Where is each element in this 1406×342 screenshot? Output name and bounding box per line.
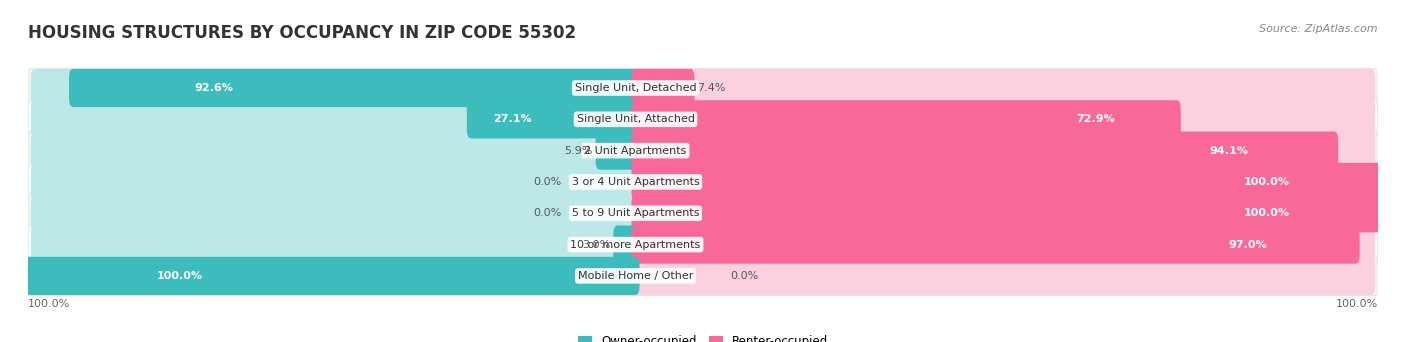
FancyBboxPatch shape [631,69,695,107]
FancyBboxPatch shape [31,257,640,295]
Text: 100.0%: 100.0% [1243,208,1289,218]
FancyBboxPatch shape [631,225,1360,264]
FancyBboxPatch shape [31,225,640,264]
Text: Single Unit, Attached: Single Unit, Attached [576,114,695,124]
Text: 72.9%: 72.9% [1076,114,1115,124]
FancyBboxPatch shape [28,100,1378,139]
FancyBboxPatch shape [631,69,1375,107]
FancyBboxPatch shape [31,69,640,107]
FancyBboxPatch shape [31,194,640,232]
Text: HOUSING STRUCTURES BY OCCUPANCY IN ZIP CODE 55302: HOUSING STRUCTURES BY OCCUPANCY IN ZIP C… [28,24,576,42]
Legend: Owner-occupied, Renter-occupied: Owner-occupied, Renter-occupied [572,330,834,342]
FancyBboxPatch shape [631,194,1382,232]
FancyBboxPatch shape [24,257,640,295]
Text: 100.0%: 100.0% [1336,299,1378,310]
Text: 7.4%: 7.4% [697,83,725,93]
FancyBboxPatch shape [28,256,1378,295]
FancyBboxPatch shape [28,68,1378,108]
FancyBboxPatch shape [31,100,640,139]
Text: 94.1%: 94.1% [1209,146,1249,156]
FancyBboxPatch shape [631,132,1339,170]
FancyBboxPatch shape [631,163,1375,201]
FancyBboxPatch shape [28,225,1378,264]
Text: 0.0%: 0.0% [533,208,561,218]
FancyBboxPatch shape [31,163,640,201]
FancyBboxPatch shape [31,132,640,170]
FancyBboxPatch shape [28,162,1378,202]
Text: 100.0%: 100.0% [1243,177,1289,187]
Text: 27.1%: 27.1% [492,114,531,124]
Text: 3.0%: 3.0% [582,240,610,250]
Text: 100.0%: 100.0% [28,299,70,310]
FancyBboxPatch shape [631,100,1181,139]
Text: Mobile Home / Other: Mobile Home / Other [578,271,693,281]
FancyBboxPatch shape [467,100,640,139]
FancyBboxPatch shape [613,225,640,264]
Text: 5.9%: 5.9% [565,146,593,156]
FancyBboxPatch shape [28,131,1378,170]
FancyBboxPatch shape [631,132,1375,170]
Text: Single Unit, Detached: Single Unit, Detached [575,83,696,93]
FancyBboxPatch shape [596,132,640,170]
Text: 2 Unit Apartments: 2 Unit Apartments [585,146,686,156]
Text: 100.0%: 100.0% [157,271,202,281]
Text: Source: ZipAtlas.com: Source: ZipAtlas.com [1260,24,1378,34]
FancyBboxPatch shape [631,257,1375,295]
FancyBboxPatch shape [631,100,1375,139]
FancyBboxPatch shape [631,163,1382,201]
FancyBboxPatch shape [631,225,1375,264]
FancyBboxPatch shape [631,194,1375,232]
FancyBboxPatch shape [69,69,640,107]
FancyBboxPatch shape [28,194,1378,233]
Text: 0.0%: 0.0% [533,177,561,187]
Text: 92.6%: 92.6% [194,83,233,93]
Text: 10 or more Apartments: 10 or more Apartments [571,240,700,250]
Text: 3 or 4 Unit Apartments: 3 or 4 Unit Apartments [572,177,699,187]
Text: 5 to 9 Unit Apartments: 5 to 9 Unit Apartments [572,208,699,218]
Text: 97.0%: 97.0% [1229,240,1267,250]
Text: 0.0%: 0.0% [730,271,758,281]
